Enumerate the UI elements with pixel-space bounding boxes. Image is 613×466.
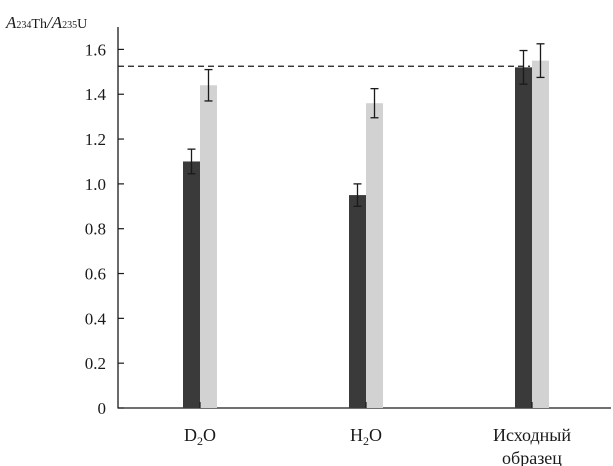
category-label-part: 2	[197, 434, 203, 448]
y-label-el2: U	[77, 17, 87, 32]
category-label-part: H	[350, 425, 363, 445]
bar	[366, 103, 383, 408]
bar	[515, 67, 532, 408]
y-tick-label: 1.2	[85, 130, 106, 149]
category-label: D2O	[184, 425, 216, 448]
category-label-part: O	[369, 425, 382, 445]
category-label: Исходный	[493, 425, 571, 445]
category-label-part: D	[184, 425, 197, 445]
y-tick-label: 0.8	[85, 220, 106, 239]
category-label-part: O	[203, 425, 216, 445]
category-label-part: образец	[502, 448, 562, 466]
y-label-sup1: 234	[16, 20, 31, 31]
category-label: образец	[502, 448, 562, 466]
y-tick-label: 0	[98, 399, 107, 418]
bar	[349, 195, 366, 408]
category-label-part: Исходный	[493, 425, 571, 445]
bar	[183, 161, 200, 408]
y-tick-label: 0.6	[85, 265, 106, 284]
bar	[200, 85, 217, 408]
y-tick-label: 0.4	[85, 309, 107, 328]
y-axis-label: A234Th/A235U	[5, 13, 87, 32]
y-label-sup2: 235	[62, 20, 77, 31]
bar	[532, 60, 549, 408]
y-label-slash: /	[46, 13, 54, 32]
y-tick-label: 1.4	[85, 85, 107, 104]
y-label-a2: A	[51, 13, 63, 32]
y-label-a1: A	[5, 13, 17, 32]
y-label-el1: Th	[31, 17, 47, 32]
category-label-part: 2	[363, 434, 369, 448]
y-tick-label: 1.0	[85, 175, 106, 194]
y-tick-label: 0.2	[85, 354, 106, 373]
category-label: H2O	[350, 425, 382, 448]
y-tick-label: 1.6	[85, 40, 106, 59]
